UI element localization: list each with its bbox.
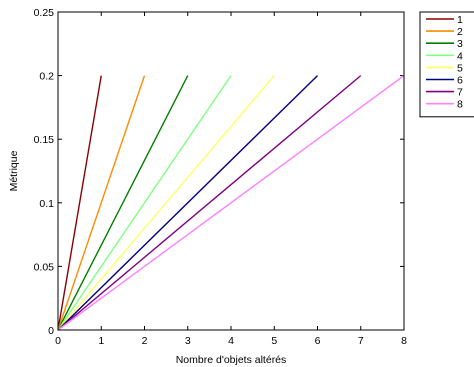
x-tick-label: 5: [271, 335, 277, 347]
y-tick-label: 0.15: [34, 134, 55, 146]
y-tick-label: 0.1: [39, 198, 54, 210]
x-tick-label: 6: [315, 335, 321, 347]
series-line-6: [57, 75, 318, 331]
legend-label-7: 7: [457, 87, 463, 99]
series-line-1: [57, 75, 102, 331]
series-line-2: [57, 75, 146, 331]
x-axis-label: Nombre d'objets altérés: [176, 354, 287, 366]
series-line-7: [57, 75, 362, 331]
legend-label-8: 8: [457, 99, 463, 111]
x-tick-label: 8: [401, 335, 407, 347]
x-tick-label: 3: [185, 335, 191, 347]
legend-label-5: 5: [457, 62, 463, 74]
legend-label-2: 2: [457, 26, 463, 38]
y-tick-label: 0.2: [39, 71, 54, 83]
legend-label-6: 6: [457, 75, 463, 87]
series-line-5: [57, 75, 275, 331]
x-tick-label: 4: [228, 335, 234, 347]
series-line-8: [57, 75, 405, 331]
x-tick-label: 7: [358, 335, 364, 347]
legend-label-4: 4: [457, 50, 463, 62]
legend-label-1: 1: [457, 14, 463, 26]
y-tick-label: 0.05: [34, 261, 55, 273]
x-tick-label: 2: [142, 335, 148, 347]
y-axis-label: Métrique: [8, 150, 20, 191]
ticks-layer: 0 1 2 3 4 5 6 7 8 0 0.05 0.1 0.15 0.2 0.25: [34, 7, 408, 347]
series-layer: [57, 75, 405, 331]
y-tick-label: 0.25: [34, 7, 55, 19]
plot-area-frame: [57, 11, 405, 331]
x-tick-label: 1: [98, 335, 104, 347]
y-tick-label: 0: [48, 325, 54, 337]
x-tick-label: 0: [55, 335, 61, 347]
legend-label-3: 3: [457, 38, 463, 50]
series-line-4: [57, 75, 232, 331]
series-line-3: [57, 75, 189, 331]
legend-box: [419, 11, 474, 118]
